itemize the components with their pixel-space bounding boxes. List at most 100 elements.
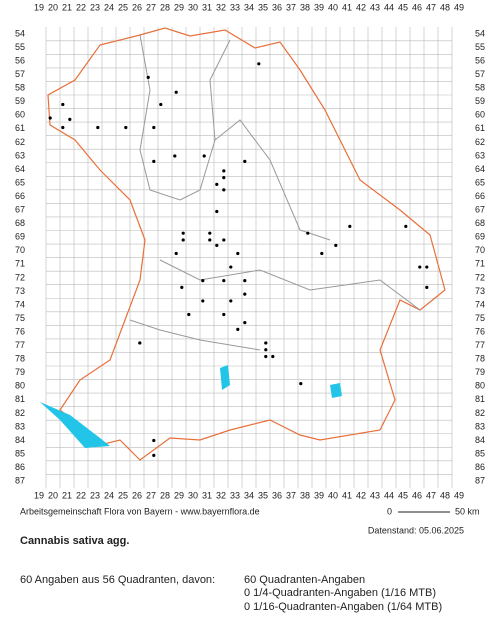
record-dot — [61, 125, 65, 130]
row-label: 78 — [475, 354, 485, 364]
col-label: 49 — [454, 490, 464, 500]
col-label: 44 — [384, 490, 394, 500]
row-label: 76 — [15, 326, 25, 336]
row-label: 82 — [475, 408, 485, 418]
col-label: 38 — [300, 2, 310, 12]
col-label: 19 — [34, 490, 44, 500]
row-label: 77 — [475, 340, 485, 350]
col-label: 30 — [188, 2, 198, 12]
row-label: 78 — [15, 354, 25, 364]
row-label: 80 — [475, 381, 485, 391]
col-label: 34 — [244, 490, 254, 500]
col-label: 24 — [104, 2, 114, 12]
record-dot — [215, 182, 219, 187]
row-label: 67 — [15, 205, 25, 215]
record-dot — [159, 102, 163, 107]
record-dot — [152, 125, 156, 130]
col-label: 30 — [188, 490, 198, 500]
row-label: 59 — [15, 96, 25, 106]
col-label: 45 — [398, 490, 408, 500]
row-label: 60 — [475, 110, 485, 120]
row-label: 80 — [15, 381, 25, 391]
row-label: 71 — [475, 259, 485, 269]
record-dot — [96, 125, 100, 130]
row-label: 54 — [475, 28, 485, 38]
col-label: 27 — [146, 490, 156, 500]
record-dot — [243, 159, 247, 163]
record-dot — [425, 265, 429, 269]
record-dot — [208, 231, 212, 235]
record-dot — [181, 231, 185, 235]
col-label: 39 — [314, 490, 324, 500]
row-label: 69 — [15, 232, 25, 242]
row-label: 65 — [475, 177, 485, 187]
credit: Arbeitsgemeinschaft Flora von Bayern - w… — [20, 506, 260, 516]
row-label: 86 — [475, 462, 485, 472]
record-dot — [187, 312, 191, 317]
row-label: 54 — [15, 28, 25, 38]
col-label: 47 — [426, 2, 436, 12]
col-label: 40 — [328, 490, 338, 500]
scale-start: 0 — [387, 506, 392, 516]
record-dot — [264, 348, 268, 352]
col-label: 38 — [300, 490, 310, 500]
record-dot — [124, 125, 128, 130]
record-dot — [222, 238, 226, 242]
col-label: 42 — [356, 490, 366, 500]
row-label: 75 — [475, 313, 485, 323]
record-dot — [152, 159, 156, 163]
record-dot — [222, 176, 226, 180]
col-label: 29 — [174, 490, 184, 500]
record-dot — [425, 285, 429, 289]
lake — [220, 365, 230, 390]
row-label: 59 — [475, 96, 485, 106]
record-dot — [299, 381, 303, 386]
record-dot — [208, 238, 212, 242]
col-label: 43 — [370, 490, 380, 500]
col-label: 35 — [258, 490, 268, 500]
row-label: 55 — [475, 42, 485, 52]
date: Datenstand: 05.06.2025 — [368, 525, 464, 535]
record-dot — [229, 265, 233, 269]
col-label: 36 — [272, 2, 282, 12]
row-label: 82 — [15, 408, 25, 418]
record-dot — [181, 238, 185, 242]
record-dot — [243, 292, 247, 296]
record-dot — [138, 341, 142, 345]
row-label: 81 — [15, 394, 25, 404]
record-dot — [264, 354, 268, 359]
lake — [330, 383, 342, 398]
col-label: 28 — [160, 2, 170, 12]
row-label: 74 — [475, 299, 485, 309]
row-label: 70 — [475, 245, 485, 255]
col-label: 20 — [48, 490, 58, 500]
col-label: 48 — [440, 490, 450, 500]
row-label: 83 — [475, 421, 485, 431]
record-dot — [418, 265, 422, 269]
row-label: 85 — [15, 448, 25, 458]
record-dot — [236, 251, 240, 256]
col-label: 41 — [342, 2, 352, 12]
col-label: 37 — [286, 2, 296, 12]
record-dot — [61, 102, 65, 107]
row-label: 66 — [15, 191, 25, 201]
row-label: 67 — [475, 205, 485, 215]
row-label: 79 — [15, 367, 25, 377]
record-dot — [320, 251, 324, 256]
col-label: 46 — [412, 2, 422, 12]
col-label: 32 — [216, 2, 226, 12]
row-label: 66 — [475, 191, 485, 201]
record-dot — [243, 279, 247, 283]
record-dot — [180, 285, 184, 289]
record-dot — [243, 321, 247, 325]
record-dot — [173, 154, 177, 158]
row-label: 55 — [15, 42, 25, 52]
col-label: 34 — [244, 2, 254, 12]
col-label: 22 — [76, 490, 86, 500]
col-label: 29 — [174, 2, 184, 12]
row-label: 58 — [475, 83, 485, 93]
row-label: 64 — [475, 164, 485, 174]
col-label: 39 — [314, 2, 324, 12]
lake — [40, 402, 110, 448]
